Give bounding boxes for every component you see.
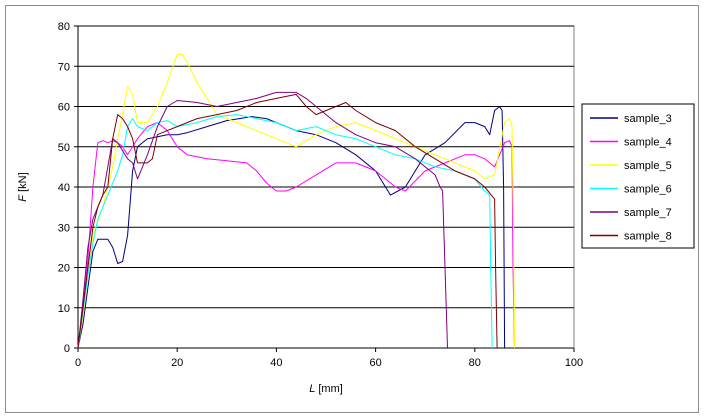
y-tick-label: 0 [64, 343, 70, 355]
legend-label: sample_4 [624, 137, 672, 149]
series-line-sample_3 [77, 106, 506, 349]
chart-frame: 0 10 20 30 40 50 60 70 80 0 20 40 60 80 100 L [mm] F … [5, 5, 699, 413]
legend-label: sample_6 [624, 184, 672, 196]
series-line-sample_8 [77, 93, 498, 349]
y-tick-label: 30 [58, 222, 70, 234]
legend-box [581, 103, 695, 249]
x-tick-label: 100 [565, 357, 583, 369]
y-tick-label: 80 [58, 21, 70, 33]
y-axis-unit: [kN] [17, 172, 29, 195]
series-line-sample_7 [77, 91, 448, 349]
y-axis-ticks: 0 10 20 30 40 50 60 70 80 [58, 21, 78, 355]
x-axis-ticks: 0 20 40 60 80 100 [75, 26, 583, 369]
y-tick-label: 20 [58, 263, 70, 275]
legend: sample_3 sample_4 sample_5 sample_6 sample_7… [581, 103, 695, 249]
y-tick-label: 50 [58, 142, 70, 154]
x-tick-label: 20 [171, 357, 183, 369]
y-axis-title: F [kN] [17, 172, 29, 201]
y-tick-label: 70 [58, 61, 70, 73]
x-axis-var: L [309, 383, 315, 395]
legend-label: sample_3 [624, 113, 672, 125]
legend-label: sample_5 [624, 160, 672, 172]
y-tick-label: 60 [58, 102, 70, 114]
x-tick-label: 60 [369, 357, 381, 369]
x-tick-label: 0 [75, 357, 81, 369]
series-lines [77, 53, 515, 349]
legend-label: sample_8 [624, 231, 672, 243]
legend-label: sample_7 [624, 207, 672, 219]
y-tick-label: 10 [58, 303, 70, 315]
y-axis-var: F [17, 194, 29, 202]
x-axis-unit: [mm] [315, 383, 343, 395]
x-axis-title: L [mm] [309, 383, 343, 395]
series-line-sample_5 [77, 53, 515, 349]
y-tick-label: 40 [58, 182, 70, 194]
line-chart: 0 10 20 30 40 50 60 70 80 0 20 40 60 80 100 L [mm] F … [17, 21, 695, 395]
x-tick-label: 40 [270, 357, 282, 369]
series-line-sample_6 [77, 114, 493, 349]
x-tick-label: 80 [469, 357, 481, 369]
